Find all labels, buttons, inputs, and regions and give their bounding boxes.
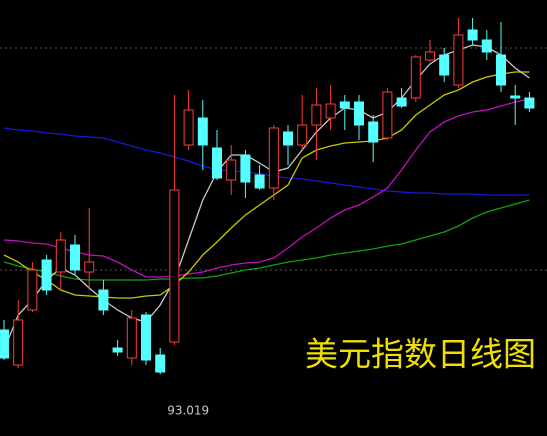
candle-body [297,124,308,146]
candle-body [126,317,137,359]
candle-body [496,54,506,86]
candle-body [41,259,52,291]
moving-average-line [3,98,530,278]
candle-body [311,104,322,126]
candle-body [268,127,279,189]
candle-body [27,269,38,311]
candle-body [226,159,237,181]
candle-body [467,29,478,41]
candle-body [283,131,293,146]
moving-average-line [3,71,530,299]
candle-body [0,329,9,359]
low-label: 93.019 [167,404,209,418]
candle-body [453,34,464,86]
candle-body [368,121,379,143]
candle-body [396,97,407,107]
candle-body [155,354,166,373]
candle-body [70,244,80,271]
candle-body [339,101,350,109]
candle-body [55,239,66,273]
candle-body [410,56,421,99]
candle-body [382,91,393,139]
candle-body [524,97,535,109]
candle-body [481,39,492,53]
chart-title: 美元指数日线图 [305,335,536,374]
moving-average-line [3,199,530,281]
moving-average-line [3,127,530,196]
candle-body [425,51,435,61]
candle-body [112,347,123,353]
candle-body [84,261,95,273]
candle-body [98,289,109,311]
candle-body [354,101,364,126]
candle-body [183,109,194,146]
candle-body [439,54,450,76]
candle-body [141,314,151,361]
candle-body [169,189,180,343]
candle-body [510,95,521,99]
candle-body [13,319,24,366]
plot [0,18,535,375]
candle-body [212,147,222,179]
candle-body [240,154,251,183]
candle-body [325,103,336,119]
candle-body [254,174,265,189]
candle-body [197,117,208,146]
